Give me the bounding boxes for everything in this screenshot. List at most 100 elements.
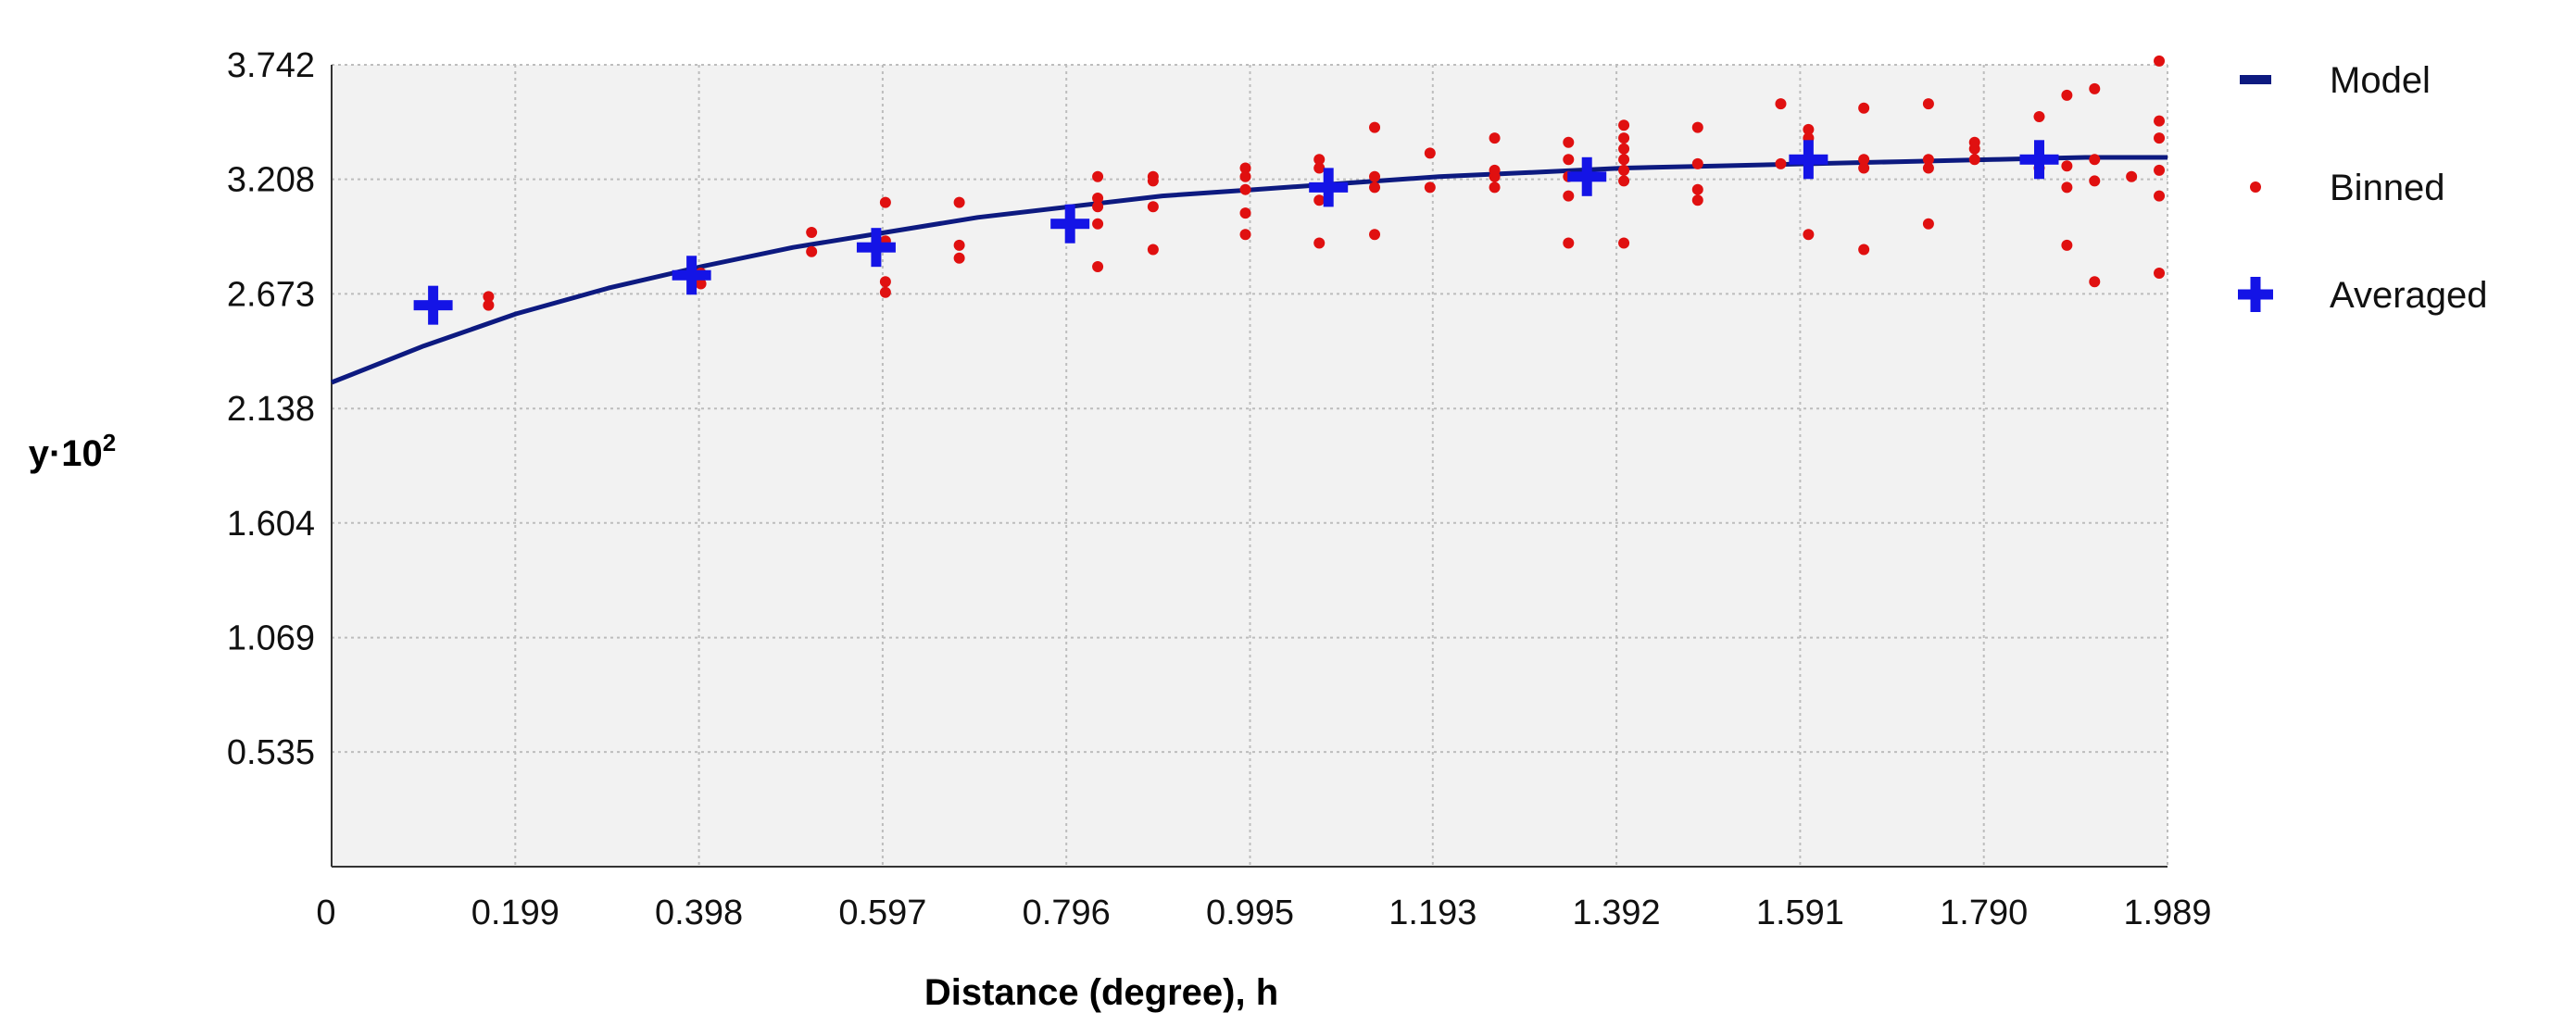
binned-point [1563, 136, 1575, 148]
y-tick-label: 0.535 [227, 733, 315, 772]
binned-point [1424, 147, 1436, 159]
binned-point [1691, 121, 1703, 133]
binned-point [1922, 154, 1934, 166]
binned-point [1563, 154, 1575, 166]
binned-point [2089, 154, 2101, 166]
binned-point [1239, 170, 1251, 182]
binned-point [879, 196, 891, 208]
binned-point [2061, 160, 2073, 172]
binned-point [2154, 55, 2166, 67]
binned-point [1313, 237, 1326, 249]
binned-point [2126, 170, 2138, 182]
binned-point [2089, 175, 2101, 187]
binned-point [2154, 132, 2166, 144]
binned-point [2061, 239, 2073, 251]
legend-label: Model [2330, 60, 2431, 101]
binned-point [1313, 154, 1326, 166]
x-tick-label: 1.193 [1389, 894, 1476, 932]
y-axis-title: y·102 [29, 429, 117, 474]
binned-point [1092, 192, 1104, 204]
y-tick-label: 1.069 [227, 619, 315, 658]
binned-point [2154, 190, 2166, 202]
averaged-point [2019, 140, 2059, 180]
binned-point [695, 278, 707, 290]
binned-point [1691, 183, 1703, 195]
binned-point [1858, 154, 1870, 166]
x-tick-label: 1.392 [1573, 894, 1661, 932]
binned-point [1691, 194, 1703, 206]
binned-point [1489, 164, 1501, 176]
binned-point [1775, 157, 1787, 169]
averaged-point [1309, 168, 1349, 207]
binned-series [483, 55, 2166, 311]
averaged-point [1789, 140, 1828, 180]
binned-point [806, 226, 818, 238]
y-tick-label: 1.604 [227, 505, 315, 544]
binned-point [1239, 207, 1251, 219]
y-tick-label: 3.208 [227, 161, 315, 200]
y-tick-label: 3.742 [227, 46, 315, 85]
legend-item-averaged: Averaged [2238, 275, 2488, 316]
binned-point [1239, 183, 1251, 195]
x-tick-label: 0.398 [655, 894, 743, 932]
binned-point [1858, 244, 1870, 256]
averaged-point [413, 285, 453, 325]
model-curve [331, 155, 2168, 385]
binned-point [1775, 98, 1787, 110]
binned-point [1563, 237, 1575, 249]
averaged-point [1050, 204, 1090, 244]
binned-point [1618, 164, 1630, 176]
binned-point [2089, 276, 2101, 288]
legend-marker-binned [2250, 181, 2261, 193]
x-tick-label: 0.199 [471, 894, 559, 932]
binned-point [879, 286, 891, 298]
legend-marker-model [2240, 75, 2271, 84]
averaged-point [1567, 156, 1607, 196]
legend-item-binned: Binned [2250, 168, 2445, 208]
binned-point [806, 245, 818, 257]
binned-point [1489, 181, 1501, 194]
averaged-point [672, 256, 711, 295]
binned-point [2089, 82, 2101, 94]
x-tick-labels: 0 0.199 0.398 0.597 0.796 0.995 1.193 1.392 1.59… [316, 894, 2211, 932]
legend-label: Binned [2330, 168, 2445, 208]
series-layer [331, 55, 2168, 385]
x-tick-label: 1.989 [2123, 894, 2211, 932]
legend-label: Averaged [2330, 275, 2488, 316]
binned-point [1858, 162, 1870, 174]
binned-point [1563, 190, 1575, 202]
binned-point [1147, 244, 1159, 256]
binned-point [1922, 98, 1934, 110]
binned-point [2061, 89, 2073, 101]
binned-point [1618, 143, 1630, 155]
binned-point [1147, 201, 1159, 213]
binned-point [483, 299, 495, 311]
averaged-point [856, 228, 896, 268]
binned-point [1239, 229, 1251, 241]
y-tick-labels: 0.535 1.069 1.604 2.138 2.673 3.208 3.742 [227, 46, 315, 772]
binned-point [1618, 119, 1630, 131]
binned-point [1092, 218, 1104, 230]
axes [331, 65, 2168, 868]
x-tick-label: 1.790 [1940, 894, 2028, 932]
binned-point [1313, 194, 1326, 206]
binned-point [2033, 111, 2045, 123]
binned-point [1922, 218, 1934, 230]
binned-point [1239, 162, 1251, 174]
binned-point [1369, 121, 1381, 133]
binned-point [1803, 229, 1815, 241]
binned-point [2061, 181, 2073, 194]
binned-point [953, 252, 965, 264]
model-series [331, 155, 2168, 385]
y-tick-label: 2.673 [227, 275, 315, 314]
y-axis-title-exponent: 2 [103, 429, 116, 456]
binned-point [953, 239, 965, 251]
binned-point [1489, 132, 1501, 144]
binned-point [1618, 237, 1630, 249]
averaged-series [413, 140, 2059, 325]
legend-item-model: Model [2240, 60, 2431, 101]
x-tick-label: 0 [316, 894, 335, 932]
y-tick-label: 2.138 [227, 390, 315, 429]
binned-point [1092, 201, 1104, 213]
